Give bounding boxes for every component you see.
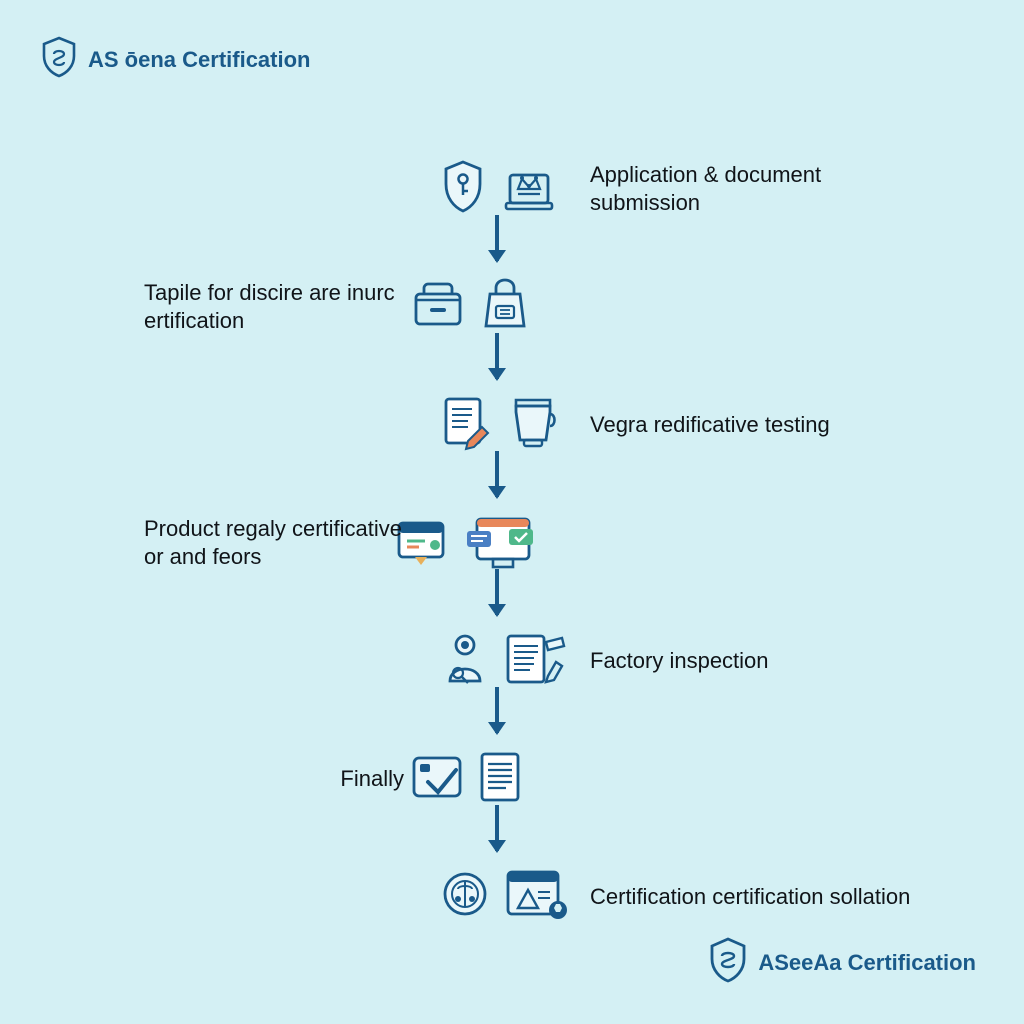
cup-icon bbox=[506, 396, 560, 455]
laptop-crown-icon bbox=[500, 161, 558, 218]
step-label: Certification certification sollation bbox=[590, 883, 910, 911]
flow-step: Vegra redificative testing bbox=[0, 366, 1024, 484]
shield-logo-icon bbox=[40, 36, 78, 83]
step-label: Product regaly certificative or and feor… bbox=[144, 515, 424, 571]
brand-top-text: AS ōena Certification bbox=[88, 47, 310, 73]
step-label: Tapile for discire are inurc ertificatio… bbox=[144, 279, 424, 335]
doc-pencil-icon bbox=[440, 395, 492, 456]
flow-step: Finally bbox=[0, 720, 1024, 838]
certification-flow: Application & document submission bbox=[0, 130, 1024, 956]
step-label: Vegra redificative testing bbox=[590, 411, 830, 439]
brand-bottom: ASeeAa Certification bbox=[708, 937, 976, 988]
doc-pen-icon bbox=[504, 632, 566, 691]
bag-icon bbox=[480, 278, 530, 337]
step-label: Application & document submission bbox=[590, 161, 920, 217]
step-label: Factory inspection bbox=[590, 647, 769, 675]
shield-logo-icon bbox=[708, 937, 748, 988]
seal-icon bbox=[440, 869, 490, 926]
brand-top: AS ōena Certification bbox=[40, 36, 310, 83]
screen-cards-icon bbox=[465, 511, 537, 576]
shield-key-icon bbox=[440, 160, 486, 219]
brand-bottom-text: ASeeAa Certification bbox=[758, 950, 976, 976]
framed-cert-icon bbox=[504, 868, 568, 927]
flow-step: Factory inspection bbox=[0, 602, 1024, 720]
flow-step: Product regaly certificative or and feor… bbox=[0, 484, 1024, 602]
flow-step: Application & document submission bbox=[0, 130, 1024, 248]
doc-lines-icon bbox=[478, 750, 522, 809]
flow-step: Tapile for discire are inurc ertificatio… bbox=[0, 248, 1024, 366]
inspector-icon bbox=[440, 631, 490, 692]
check-card-icon bbox=[410, 752, 464, 807]
step-label: Finally bbox=[340, 765, 404, 793]
